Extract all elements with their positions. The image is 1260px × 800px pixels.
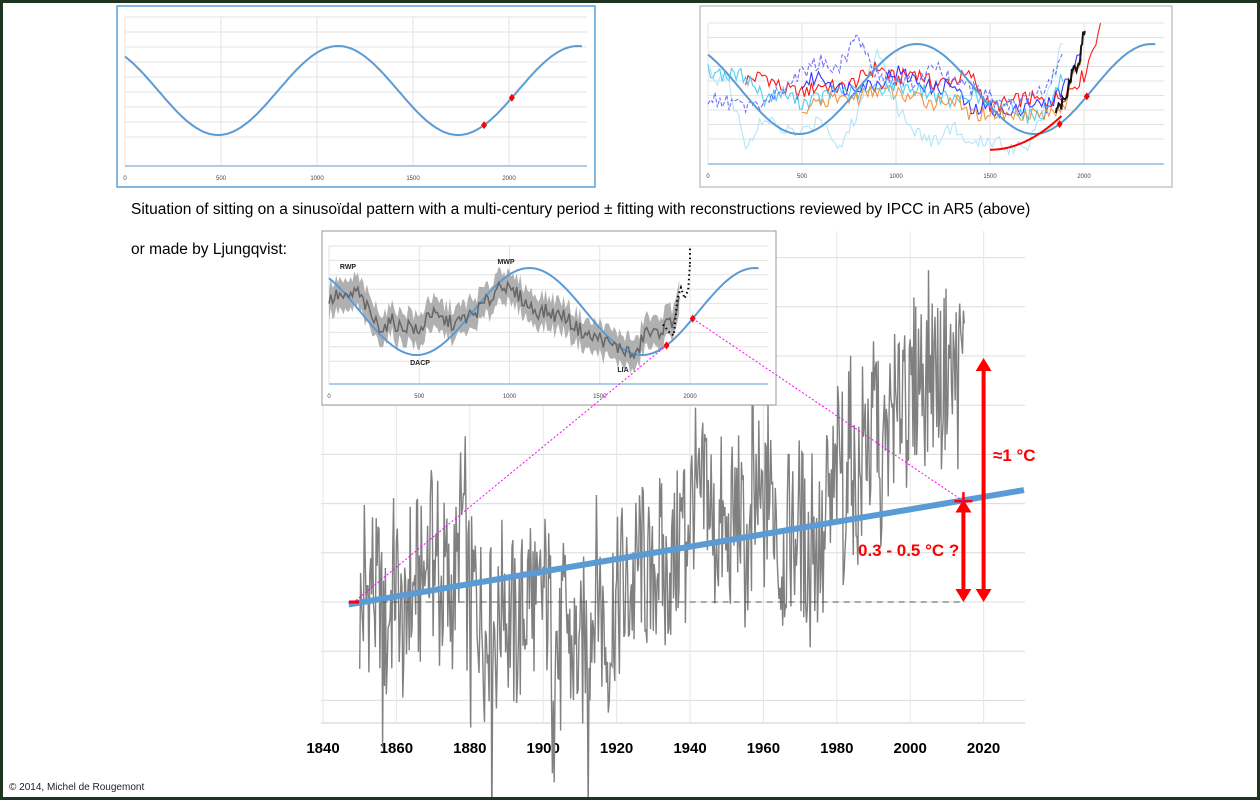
x-tick-label: 1000	[310, 176, 324, 182]
sine-curve	[124, 44, 583, 136]
arrow-head-up	[975, 358, 992, 371]
x-tick-label: 2000	[894, 740, 927, 757]
reconstruction-line-recon-paleblue	[707, 42, 1064, 157]
x-tick-label: 1860	[380, 740, 413, 757]
caption-line-2: or made by Ljungqvist:	[131, 241, 287, 258]
x-tick-label: 500	[414, 394, 425, 400]
instrumental-dotted	[662, 263, 691, 338]
x-tick-label: 500	[797, 174, 808, 180]
x-tick-label: 1880	[453, 740, 486, 757]
period-label: DACP	[410, 360, 430, 367]
x-tick-label: 1500	[593, 394, 607, 400]
x-tick-label: 500	[216, 176, 227, 182]
x-tick-label: 1000	[503, 394, 517, 400]
x-tick-label: 1940	[673, 740, 706, 757]
x-tick-label: 1000	[889, 174, 903, 180]
x-tick-label: 0	[123, 176, 127, 182]
sine-model-chart-frame	[116, 5, 596, 188]
period-label: MWP	[497, 259, 514, 266]
arrow-head-down	[955, 589, 972, 602]
ipcc-reconstructions-chart-frame	[699, 5, 1173, 188]
arrow-head-up	[955, 499, 972, 513]
period-label: RWP	[340, 264, 357, 271]
fit-curve	[989, 115, 1063, 151]
x-tick-label: 2000	[683, 394, 697, 400]
x-tick-label: 1840	[306, 740, 339, 757]
trend-line	[348, 487, 1025, 608]
slide: 0 500 1000 1500 2000 0 500 1000 1500 2000 1840 1860…	[3, 3, 1257, 797]
connector-line	[353, 344, 667, 603]
red-marker	[1083, 92, 1090, 101]
reconstruction-line-instrumental-black	[1054, 30, 1086, 114]
x-tick-label: 1500	[983, 174, 997, 180]
uncertainty-band	[329, 266, 680, 374]
sine-curve	[328, 266, 759, 356]
x-tick-label: 1500	[406, 176, 420, 182]
sine-curve	[707, 42, 1156, 135]
chart-canvas: 0 500 1000 1500 2000 0 500 1000 1500 2000 1840 1860…	[116, 5, 1173, 797]
copyright: © 2014, Michel de Rougemont	[9, 782, 145, 793]
ljungqvist-inset-chart: 0 500 1000 1500 2000 RWP MWP DACP LIA	[321, 230, 777, 406]
arrow-head-down	[975, 589, 992, 602]
annotation-1c: ≈1 °C	[993, 446, 1036, 465]
reconstruction-line	[328, 279, 680, 360]
reconstruction-line-recon-blue	[801, 52, 1083, 119]
sine-model-chart: 0 500 1000 1500 2000	[116, 5, 596, 188]
x-tick-label: 0	[706, 174, 710, 180]
reconstruction-line-recon-dashedblue	[707, 34, 1064, 115]
main-temperature-chart: 1840 1860 1880 1900 1920 1940 1960 1980 2000 2020	[306, 231, 1025, 797]
caption-line-1: Situation of sitting on a sinusoïdal pat…	[131, 201, 1031, 218]
ipcc-reconstructions-chart: 0 500 1000 1500 2000	[699, 5, 1173, 188]
x-tick-label: 1920	[600, 740, 633, 757]
reconstruction-line-recon-orange	[802, 58, 1083, 122]
x-tick-label: 0	[327, 394, 331, 400]
period-label: LIA	[617, 367, 628, 374]
x-tick-label: 2000	[502, 176, 516, 182]
reconstruction-line-recon-red	[745, 22, 1102, 112]
x-tick-label: 1960	[747, 740, 780, 757]
red-marker	[481, 121, 488, 130]
x-tick-label: 2020	[967, 740, 1000, 757]
red-marker	[1056, 120, 1063, 129]
x-tick-label: 1980	[820, 740, 853, 757]
connector-line	[692, 318, 964, 502]
annotation-03-05c: 0.3 - 0.5 °C ?	[858, 541, 960, 560]
temperature-series	[359, 270, 965, 797]
red-marker	[508, 93, 515, 102]
x-tick-label: 2000	[1077, 174, 1091, 180]
